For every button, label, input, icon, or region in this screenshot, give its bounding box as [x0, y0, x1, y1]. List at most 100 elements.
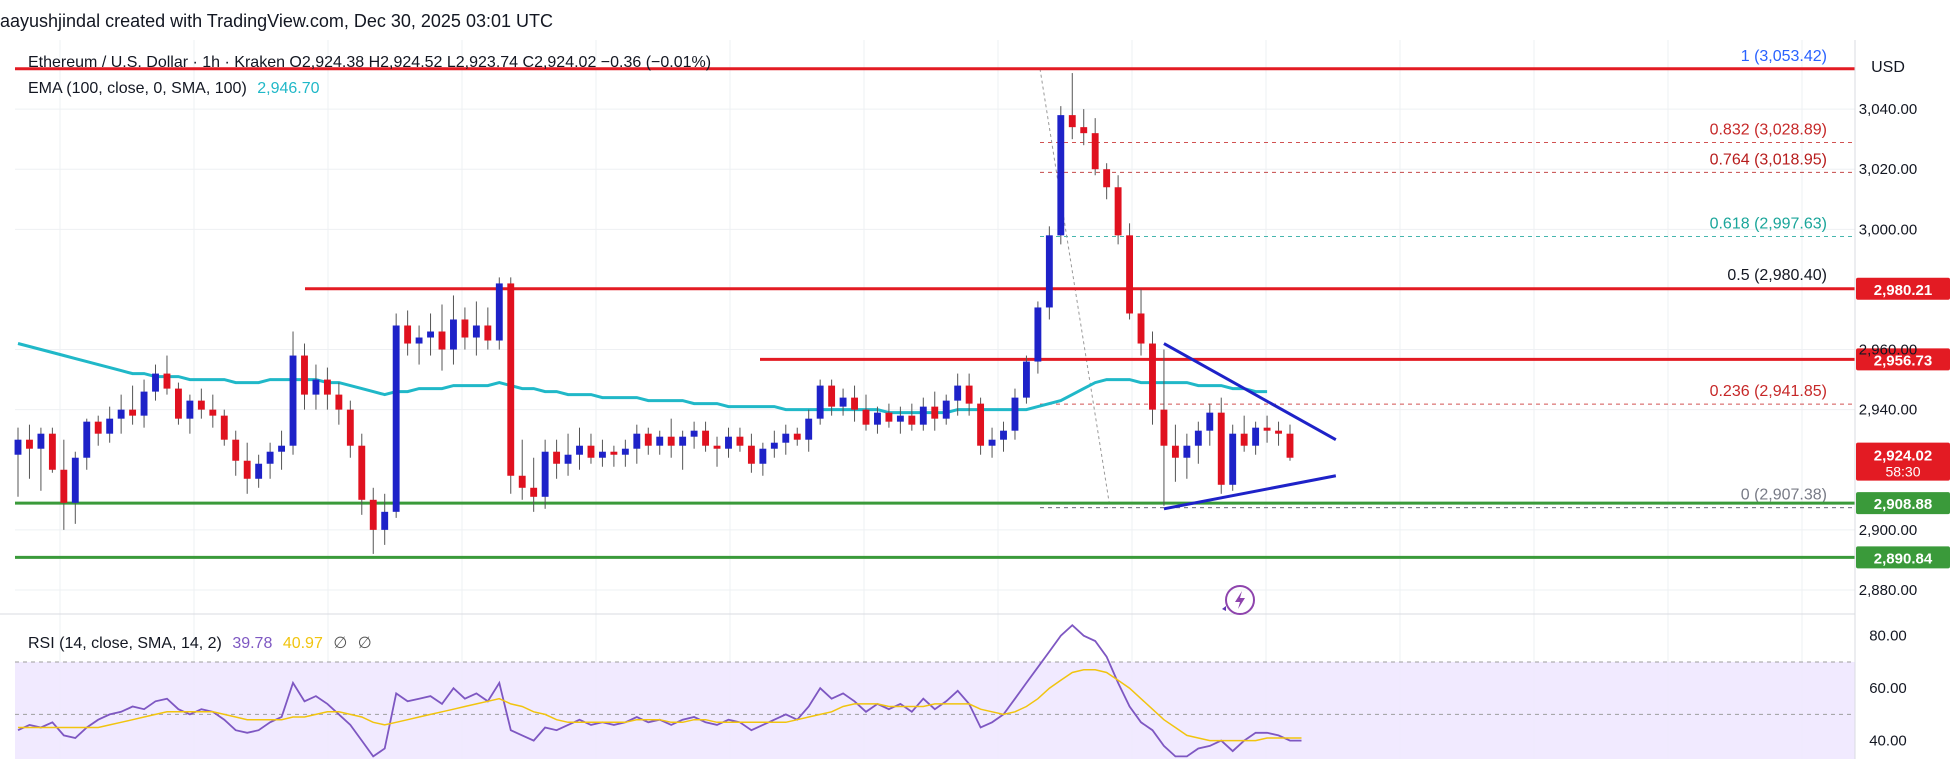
candle-body [220, 415, 228, 440]
candle-body [14, 439, 22, 455]
rsi-pane [15, 623, 1855, 758]
candle-body [541, 451, 549, 497]
rsi-tick-label: 40.00 [1869, 733, 1907, 750]
candle-body [289, 355, 297, 446]
grid-lines [15, 40, 1855, 759]
candle-body [346, 409, 354, 446]
candle-body [37, 433, 45, 449]
price-pane-background [0, 40, 1855, 615]
candle-body [1240, 433, 1248, 446]
candle-body [667, 436, 675, 446]
candle-body [919, 406, 927, 425]
candle-body [278, 445, 286, 452]
candle-body [874, 412, 881, 425]
fib-level-label: 0.5 (2,980.40) [1727, 267, 1827, 284]
candle-body [862, 409, 870, 425]
candle-body [1034, 307, 1042, 362]
candle-body [988, 439, 996, 446]
candle-body [1022, 361, 1030, 398]
candle-body [450, 319, 457, 350]
candle-body [1171, 445, 1179, 458]
candle-body [106, 418, 114, 434]
candle-body [1275, 430, 1282, 434]
level-price-label: 2,908.88 [1874, 496, 1932, 513]
level-price-label: 2,890.84 [1874, 550, 1933, 567]
candle-body [931, 406, 939, 419]
ema-legend-value: 2,946.70 [257, 80, 320, 97]
candle-body [1045, 235, 1053, 308]
lightning-icon [1222, 585, 1255, 615]
candle-body [83, 421, 91, 458]
triangle-lower-line [1163, 474, 1337, 511]
candle-body [690, 430, 698, 437]
candle-body [1252, 427, 1260, 446]
candle-body [129, 409, 137, 416]
horizontal-levels: 2,980.21 2,956.73 2,908.88 2,890.84 2,924.02… [15, 67, 1950, 569]
candle-body [805, 418, 813, 440]
fib-level-label: 0.236 (2,941.85) [1710, 383, 1827, 400]
level-price-tag [1856, 492, 1950, 515]
candle-body [94, 421, 102, 434]
candle-body [197, 400, 205, 410]
candle-body [1114, 187, 1122, 236]
candle-body [633, 433, 641, 449]
fib-level-label: 0 (2,907.38) [1741, 487, 1827, 504]
candle-body [656, 436, 664, 446]
candle-body [472, 325, 480, 338]
candle-body [1011, 397, 1019, 431]
candle-body [1229, 433, 1237, 485]
candle-body [610, 451, 618, 455]
candle-body [908, 415, 916, 425]
fib-level-label: 0.832 (3,028.89) [1710, 122, 1827, 139]
candle-body [438, 331, 446, 350]
candle-body [381, 511, 389, 530]
candle-body [759, 448, 767, 464]
last-price-tag [1856, 442, 1950, 481]
candle-body [312, 379, 320, 395]
candle-body [942, 400, 950, 419]
candle-body [152, 373, 159, 392]
candle-body [702, 430, 710, 446]
candle-body [885, 412, 893, 422]
candle-body [369, 499, 377, 530]
fib-level-label: 1 (3,053.42) [1741, 48, 1827, 65]
candle-body [266, 451, 274, 464]
price-tick-label: 3,020.00 [1859, 161, 1917, 178]
candle-body [1206, 412, 1214, 431]
price-tick-label: 2,880.00 [1859, 582, 1917, 599]
candle-body [335, 394, 343, 410]
candle-body [209, 409, 217, 416]
candle-body [48, 433, 56, 470]
candle-body [140, 391, 148, 416]
candle-body [1149, 343, 1156, 410]
candle-body [484, 325, 492, 341]
ema-line [17, 342, 1268, 415]
candle-body [243, 460, 251, 479]
candle-body [576, 445, 583, 455]
candle-body [415, 337, 423, 344]
level-price-tag [1856, 348, 1950, 371]
candle-body [507, 283, 515, 476]
rsi-tick-label: 60.00 [1869, 680, 1907, 697]
candle-body [358, 445, 366, 500]
candle-body [713, 445, 721, 449]
candle-body [1091, 133, 1099, 170]
candle-body [782, 433, 790, 443]
candle-body [404, 325, 412, 344]
candle-body [770, 442, 778, 449]
price-tick-label: 2,900.00 [1859, 522, 1917, 539]
price-tick-label: 3,000.00 [1859, 221, 1917, 238]
candle-body [301, 355, 308, 395]
price-tick-label: 3,040.00 [1859, 101, 1917, 118]
level-price-label: 2,980.21 [1874, 282, 1932, 299]
candle-body [1217, 412, 1225, 485]
candle-body [1080, 127, 1088, 134]
triangle-upper-line [1163, 342, 1337, 442]
rsi-legend-value4: ∅ [357, 635, 372, 652]
candle-body [60, 469, 68, 503]
symbol-legend-text: Ethereum / U.S. Dollar · 1h · Kraken O2,… [28, 54, 712, 71]
ema-legend: EMA (100, close, 0, SMA, 100) 2,946.70 [28, 80, 326, 98]
candle-body [1103, 169, 1111, 188]
